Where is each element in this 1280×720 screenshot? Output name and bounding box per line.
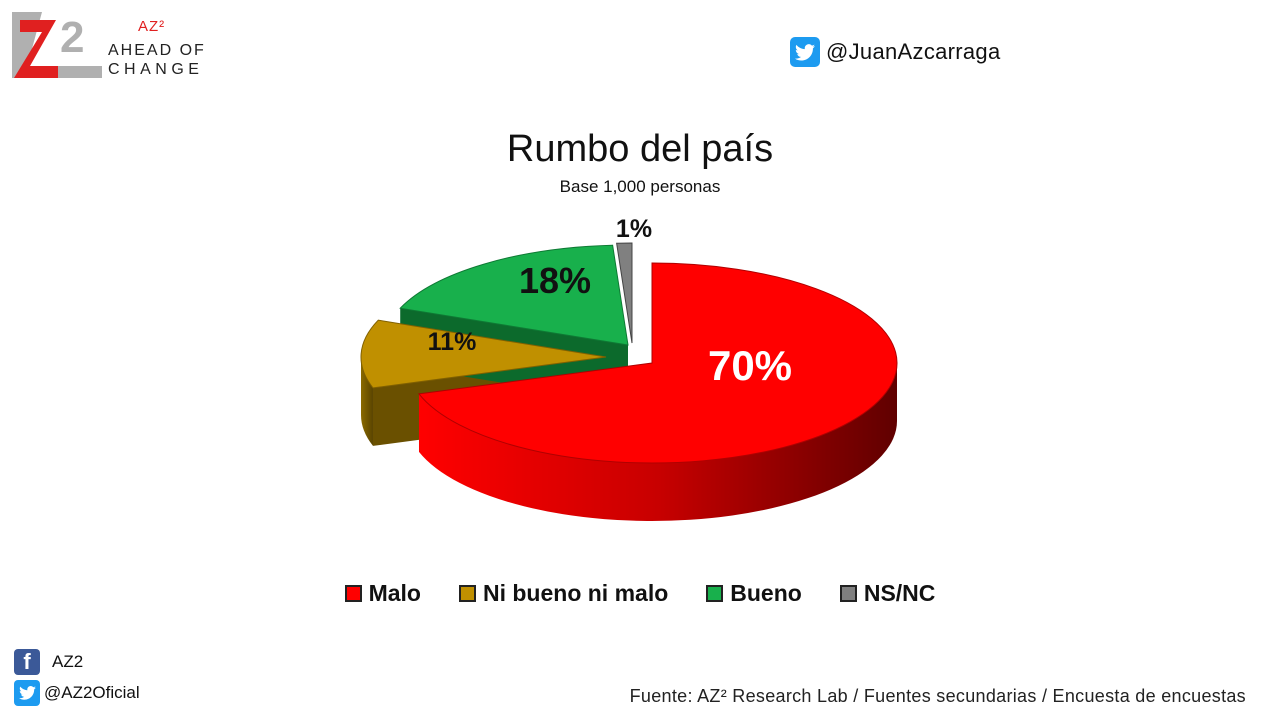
legend-item-ni-bueno-ni-malo: Ni bueno ni malo	[458, 580, 669, 607]
twitter-link[interactable]: @AZ2Oficial	[14, 680, 140, 706]
legend-item-ns-nc: NS/NC	[839, 580, 936, 607]
source-note: Fuente: AZ² Research Lab / Fuentes secun…	[629, 686, 1246, 706]
data-label: 70%	[708, 342, 792, 389]
logo-small-label: AZ²	[138, 18, 166, 35]
az2-logo-mark: 2	[12, 12, 102, 78]
facebook-link[interactable]: f AZ2	[14, 649, 83, 675]
chart-title: Rumbo del país	[506, 128, 774, 170]
legend-item-malo: Malo	[344, 580, 421, 607]
data-label: 1%	[616, 215, 652, 243]
legend-item-bueno: Bueno	[706, 580, 802, 607]
legend-swatch	[458, 585, 476, 602]
legend-label: Malo	[368, 580, 421, 606]
chart-subtitle: Base 1,000 personas	[559, 177, 721, 196]
twitter-icon	[790, 37, 820, 67]
header-twitter-handle[interactable]: @JuanAzcarraga	[790, 36, 1001, 68]
logo-tagline-1: AHEAD OF	[108, 42, 206, 59]
twitter-label: @AZ2Oficial	[44, 683, 140, 702]
legend-label: Ni bueno ni malo	[482, 580, 669, 606]
logo-tagline-2: CHANGE	[108, 61, 204, 78]
brand-logo: 2 AZ² AHEAD OF CHANGE	[12, 12, 212, 82]
chart-legend: Malo Ni bueno ni malo Bueno NS/NC	[0, 580, 1280, 607]
facebook-icon: f	[14, 649, 40, 675]
legend-label: Bueno	[730, 580, 802, 606]
pie-slice-ns-nc	[616, 242, 633, 344]
pie-slice-bueno	[399, 244, 629, 346]
legend-swatch	[344, 585, 362, 602]
pie-slice-side	[418, 363, 897, 521]
data-label: 18%	[519, 260, 591, 301]
facebook-label: AZ2	[52, 652, 84, 671]
pie-slice-side	[361, 357, 373, 446]
legend-swatch	[706, 585, 724, 602]
svg-text:2: 2	[60, 13, 84, 62]
twitter-icon	[14, 680, 40, 706]
data-label: 11%	[428, 328, 477, 356]
legend-swatch	[839, 585, 857, 602]
header-handle-text: @JuanAzcarraga	[826, 39, 1001, 64]
pie-slice-ni-bueno-ni-malo	[360, 319, 607, 389]
legend-label: NS/NC	[863, 580, 936, 606]
pie-slice-malo	[418, 262, 898, 464]
